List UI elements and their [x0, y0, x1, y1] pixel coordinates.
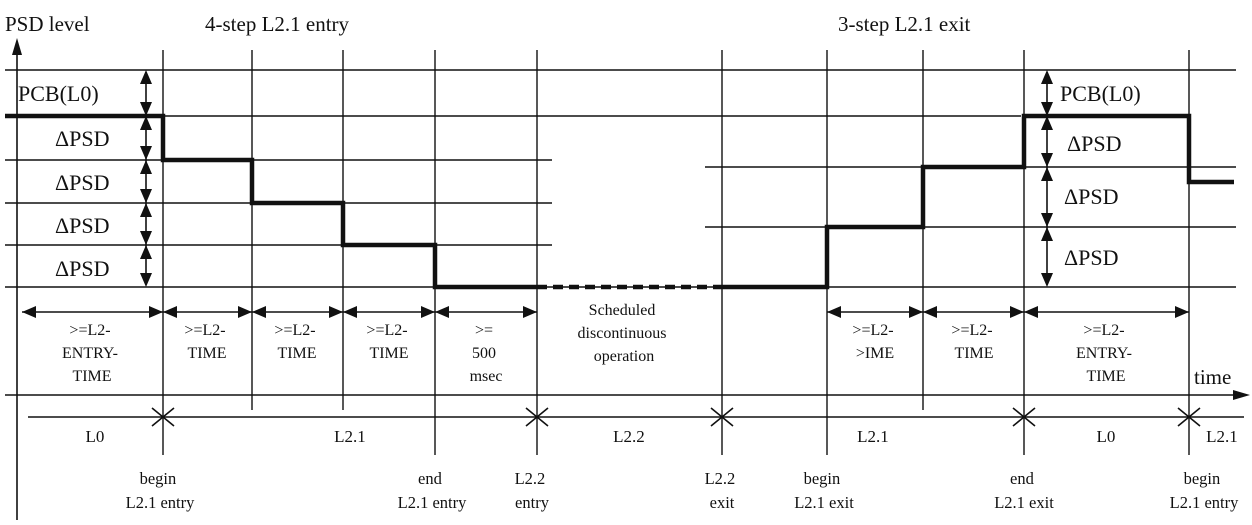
- state-label-l0-left: L0: [86, 427, 105, 446]
- duration-cell-5: >= 500 msec: [470, 322, 503, 385]
- entry-title: 4-step L2.1 entry: [205, 12, 350, 36]
- event-end-l21-exit: end L2.1 exit: [994, 469, 1054, 512]
- duration-cell-1: >=L2- ENTRY- TIME: [62, 322, 122, 385]
- arrow-dpsd-right-1: [1041, 116, 1053, 167]
- state-label-l22: L2.2: [613, 427, 645, 446]
- left-level-markers: PCB(L0) ΔPSD ΔPSD ΔPSD ΔPSD: [18, 70, 152, 287]
- duration-row: >=L2- ENTRY- TIME >=L2- TIME >=L2- TIME …: [22, 302, 1189, 385]
- state-boundary-2: [525, 407, 549, 427]
- duration-cell-3: >=L2- TIME: [274, 322, 319, 362]
- level-label-dpsd-left-1: ΔPSD: [55, 126, 110, 151]
- level-label-dpsd-left-4: ΔPSD: [55, 256, 110, 281]
- state-boundary-1: [151, 407, 175, 427]
- duration-cell-scheduled: Scheduled discontinuous operation: [578, 302, 671, 365]
- arrow-dpsd-left-1: [140, 116, 152, 160]
- state-boundary-4: [1012, 407, 1036, 427]
- psd-trace-entry-steps: [5, 113, 537, 290]
- event-l22-exit: L2.2 exit: [705, 469, 740, 512]
- level-label-pcb-left: PCB(L0): [18, 81, 99, 106]
- level-label-dpsd-right-2: ΔPSD: [1064, 184, 1119, 209]
- duration-cell-7: >=L2- >IME: [852, 322, 897, 362]
- state-label-l21-final: L2.1: [1206, 427, 1238, 446]
- event-labels: begin L2.1 entry end L2.1 entry L2.2 ent…: [126, 469, 1239, 512]
- arrow-dpsd-left-4: [140, 245, 152, 287]
- y-axis-arrowhead: [12, 38, 22, 55]
- x-axis-arrowhead: [1233, 390, 1250, 400]
- level-label-dpsd-right-1: ΔPSD: [1067, 131, 1122, 156]
- level-label-dpsd-right-3: ΔPSD: [1064, 245, 1119, 270]
- event-begin-l21-entry: begin L2.1 entry: [126, 469, 195, 512]
- duration-cell-8: >=L2- TIME: [951, 322, 996, 362]
- event-begin-l21-exit: begin L2.1 exit: [794, 469, 854, 512]
- link-state-row: L0 L2.1 L2.2 L2.1 L0 L2.1: [28, 407, 1244, 446]
- arrow-dpsd-left-3: [140, 203, 152, 245]
- event-l22-entry: L2.2 entry: [515, 469, 550, 512]
- event-begin-l21-entry-2: begin L2.1 entry: [1170, 469, 1239, 512]
- arrow-dpsd-right-3: [1041, 227, 1053, 287]
- duration-cell-2: >=L2- TIME: [184, 322, 229, 362]
- state-boundary-5: [1177, 407, 1201, 427]
- state-boundary-3: [710, 407, 734, 427]
- exit-title: 3-step L2.1 exit: [838, 12, 971, 36]
- arrow-dpsd-right-2: [1041, 167, 1053, 227]
- arrow-dpsd-left-2: [140, 160, 152, 203]
- x-axis: [5, 390, 1250, 400]
- y-axis-label: PSD level: [5, 12, 90, 36]
- psd-level-trace: [5, 113, 1234, 290]
- state-label-l0-right: L0: [1097, 427, 1116, 446]
- arrow-pcb-left: [140, 70, 152, 116]
- psd-trace-exit-steps: [722, 113, 1234, 290]
- duration-cell-4: >=L2- TIME: [366, 322, 411, 362]
- level-label-dpsd-left-2: ΔPSD: [55, 170, 110, 195]
- event-end-l21-entry: end L2.1 entry: [398, 469, 467, 512]
- duration-cell-9: >=L2- ENTRY- TIME: [1076, 322, 1136, 385]
- state-label-l21-entry: L2.1: [334, 427, 366, 446]
- x-axis-label: time: [1194, 365, 1231, 389]
- y-axis: [12, 38, 22, 520]
- right-level-markers: PCB(L0) ΔPSD ΔPSD ΔPSD: [1041, 70, 1141, 287]
- level-label-dpsd-left-3: ΔPSD: [55, 213, 110, 238]
- level-label-pcb-right: PCB(L0): [1060, 81, 1141, 106]
- arrow-pcb-right: [1041, 70, 1053, 116]
- state-label-l21-exit: L2.1: [857, 427, 889, 446]
